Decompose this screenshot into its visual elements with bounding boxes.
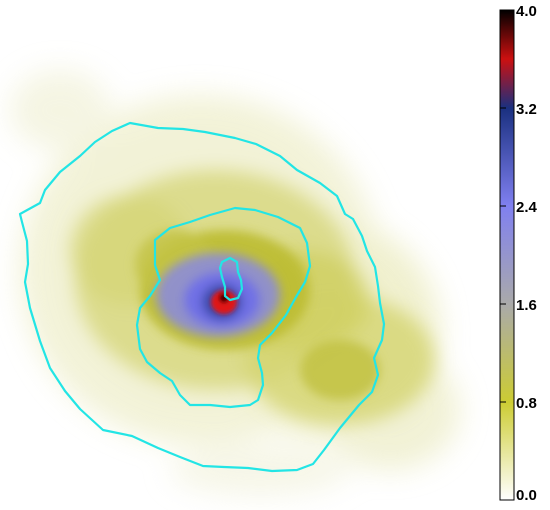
outer-contour (18, 121, 386, 473)
colorbar-gradient (499, 9, 515, 501)
colorbar-tick-label: 0.8 (516, 395, 537, 412)
middle-contour (135, 206, 312, 409)
colorbar-tick-label: 4.0 (516, 3, 537, 20)
colorbar-tick-label: 1.6 (516, 297, 537, 314)
colorbar-tick-label: 0.0 (516, 487, 537, 504)
inner-contour (218, 256, 244, 302)
colorbar: 4.0 3.2 2.4 1.6 0.8 0.0 (499, 3, 538, 504)
contours (18, 121, 386, 473)
emission-map (10, 10, 472, 500)
colorbar-ticks (500, 9, 506, 501)
colorbar-tick-label: 3.2 (516, 101, 537, 118)
core (211, 290, 237, 314)
colorbar-tick-label: 2.4 (516, 199, 538, 216)
